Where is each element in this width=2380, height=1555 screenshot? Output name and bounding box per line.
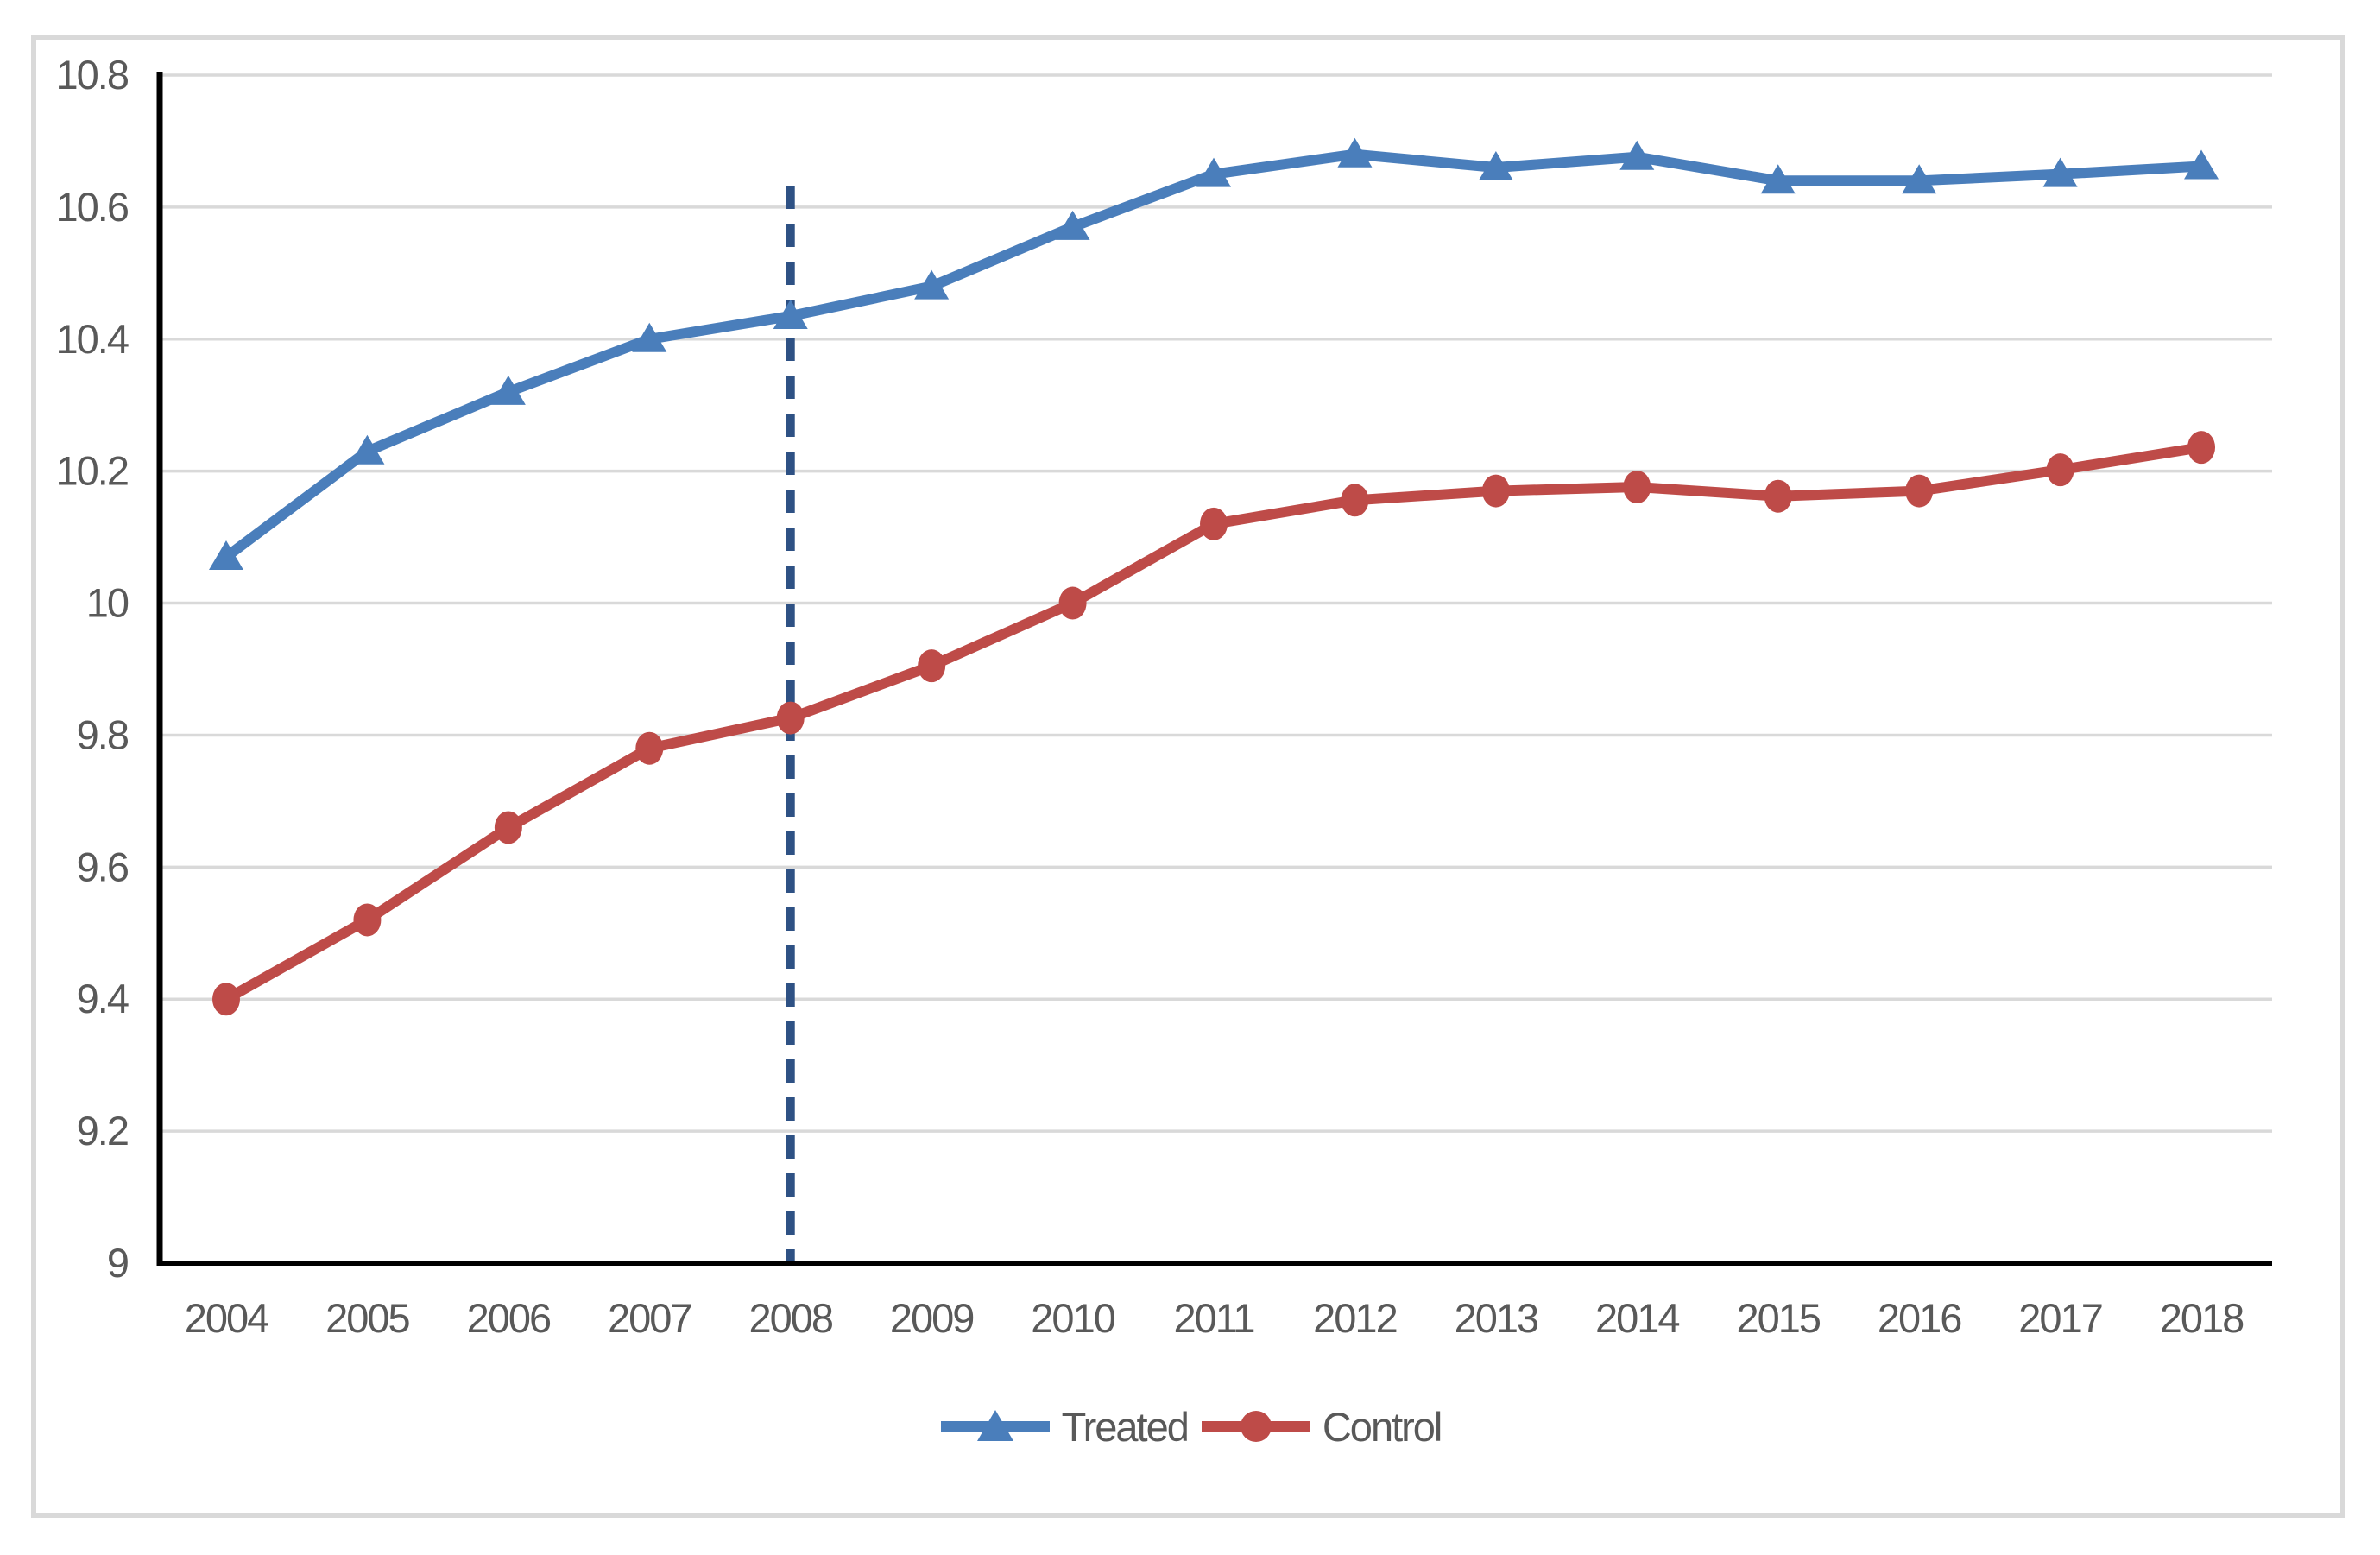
y-axis-tick-label: 10.8 xyxy=(56,52,129,98)
treated-data-point-marker xyxy=(350,434,385,465)
chart-legend: Treated Control xyxy=(0,1392,2380,1461)
treated-data-point-marker xyxy=(490,375,526,405)
legend-item-control: Control xyxy=(1200,1403,1443,1450)
treated-data-point-marker xyxy=(209,540,243,571)
y-axis-tick-label: 10.6 xyxy=(56,184,129,230)
data-series xyxy=(209,137,2219,1016)
x-axis-tick-label: 2009 xyxy=(890,1295,974,1341)
control-data-point-marker xyxy=(2046,453,2074,487)
x-axis-tick-label: 2013 xyxy=(1455,1295,1538,1341)
gridlines xyxy=(157,73,2272,1133)
control-data-point-marker xyxy=(776,701,805,735)
treated-data-point-marker xyxy=(773,300,808,330)
x-axis-tick-label: 2004 xyxy=(185,1295,268,1341)
y-axis-tick-label: 9.4 xyxy=(77,976,129,1021)
axis-tick-labels: 10.8 10.6 10.4 10.2 10 9.8 9.6 9.4 9.2 9 2004 2005 2… xyxy=(56,52,2246,1341)
x-axis-tick-label: 2011 xyxy=(1173,1295,1253,1341)
control-data-point-marker xyxy=(1058,586,1087,620)
control-data-point-marker xyxy=(1341,484,1369,517)
y-axis-tick-label: 9.6 xyxy=(77,844,129,889)
x-axis-tick-label: 2017 xyxy=(2018,1295,2102,1341)
treated-data-point-marker xyxy=(914,269,950,300)
legend-label-control: Control xyxy=(1322,1403,1443,1450)
x-axis-tick-label: 2016 xyxy=(1878,1295,1961,1341)
treated-data-point-marker xyxy=(632,322,667,352)
y-axis-tick-label: 9.8 xyxy=(77,711,129,757)
treated-data-point-marker xyxy=(1478,151,1513,181)
y-axis-tick-label: 9 xyxy=(107,1240,128,1286)
treated-data-point-marker xyxy=(2184,149,2219,180)
treated-data-point-marker xyxy=(1760,164,1796,194)
legend-label-treated: Treated xyxy=(1061,1403,1190,1450)
x-axis-tick-label: 2008 xyxy=(748,1295,832,1341)
control-data-point-marker xyxy=(353,903,382,937)
y-axis-tick-label: 10 xyxy=(86,580,129,626)
control-data-point-marker xyxy=(212,983,240,1016)
control-data-point-marker xyxy=(2187,431,2216,465)
control-data-point-marker xyxy=(918,649,946,683)
control-data-point-marker xyxy=(1481,474,1510,508)
control-data-point-marker xyxy=(1623,471,1651,504)
treated-data-point-marker xyxy=(1902,164,1937,194)
y-axis-tick-label: 10.2 xyxy=(56,448,128,494)
control-data-point-marker xyxy=(635,731,664,765)
x-axis-tick-label: 2015 xyxy=(1736,1295,1820,1341)
treated-data-point-marker xyxy=(1196,157,1232,187)
x-axis-tick-label: 2018 xyxy=(2160,1295,2244,1341)
control-data-point-marker xyxy=(1200,507,1228,540)
treated-line-marker-icon xyxy=(940,1410,1050,1441)
y-axis-tick-label: 9.2 xyxy=(77,1108,128,1154)
x-axis-tick-label: 2010 xyxy=(1031,1295,1114,1341)
treated-data-point-marker xyxy=(1619,140,1655,170)
treated-data-point-marker xyxy=(1055,210,1090,240)
x-axis-tick-label: 2007 xyxy=(608,1295,691,1341)
legend-item-treated: Treated xyxy=(939,1403,1190,1450)
control-data-point-marker xyxy=(1764,479,1792,513)
control-data-point-marker xyxy=(1905,474,1934,508)
chart-figure xyxy=(31,35,2345,1518)
x-axis-tick-label: 2005 xyxy=(325,1295,409,1341)
axes xyxy=(156,72,2272,1266)
treated-data-point-marker xyxy=(2042,157,2078,187)
x-axis-tick-label: 2014 xyxy=(1595,1295,1679,1341)
control-data-point-marker xyxy=(494,811,522,844)
control-line-marker-icon xyxy=(1201,1411,1310,1442)
x-axis-tick-label: 2012 xyxy=(1313,1295,1397,1341)
x-axis-tick-label: 2006 xyxy=(467,1295,551,1341)
y-axis-tick-label: 10.4 xyxy=(56,316,129,362)
treated-data-point-marker xyxy=(1337,137,1373,168)
